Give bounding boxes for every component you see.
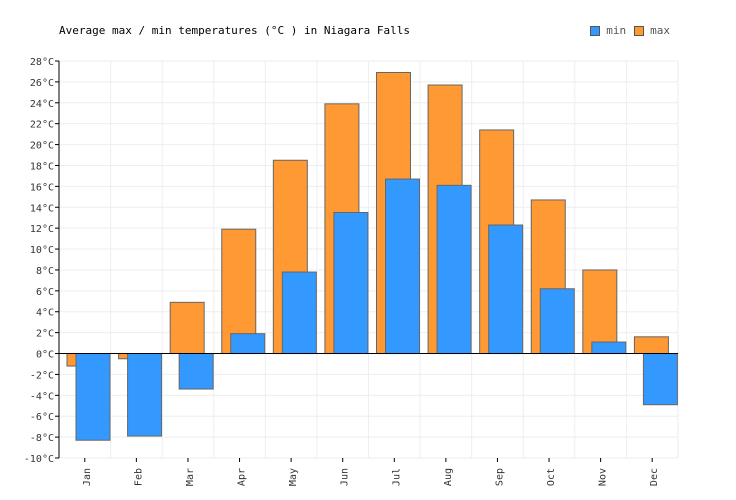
x-tick-label: Jun xyxy=(340,468,351,486)
bar-min-oct xyxy=(539,288,575,355)
y-tick-label: -8°C xyxy=(30,433,54,444)
x-tick-label: Apr xyxy=(237,468,248,486)
legend-label-min: min xyxy=(606,24,627,37)
x-tick-label: Feb xyxy=(133,468,144,486)
bar-min-may xyxy=(281,271,317,355)
bar-min-nov xyxy=(591,341,627,355)
y-tick-label: -2°C xyxy=(30,370,54,381)
y-tick-label: 10°C xyxy=(30,245,54,256)
bar-min-feb xyxy=(127,353,163,437)
bar-min-aug xyxy=(436,184,472,355)
bar-max-mar xyxy=(169,301,205,355)
y-tick-label: 6°C xyxy=(36,287,54,298)
y-tick-label: 20°C xyxy=(30,141,54,152)
legend-swatch-max xyxy=(634,25,645,36)
x-tick-label: May xyxy=(288,468,299,486)
bar-max-apr xyxy=(221,228,257,355)
x-tick-label: Sep xyxy=(494,468,505,486)
y-tick-label: 2°C xyxy=(36,329,54,340)
y-tick-label: 16°C xyxy=(30,182,54,193)
y-tick-label: 0°C xyxy=(36,350,54,361)
y-tick-label: -6°C xyxy=(30,412,54,423)
y-tick-label: 12°C xyxy=(30,224,54,235)
x-tick-label: Oct xyxy=(546,468,557,486)
x-tick-label: Aug xyxy=(443,468,454,486)
y-tick-label: 4°C xyxy=(36,308,54,319)
y-tick-label: 26°C xyxy=(30,78,54,89)
bar-max-nov xyxy=(582,269,618,355)
chart-title: Average max / min temperatures (°C ) in … xyxy=(59,24,410,37)
bar-min-mar xyxy=(178,353,214,390)
y-tick-label: 22°C xyxy=(30,120,54,131)
legend: min max xyxy=(590,24,670,37)
y-tick-label: 24°C xyxy=(30,99,54,110)
bar-min-jul xyxy=(385,178,420,355)
bar-min-sep xyxy=(488,224,524,355)
y-tick-label: 14°C xyxy=(30,203,54,214)
bar-min-dec xyxy=(642,353,678,406)
x-tick-label: Jan xyxy=(82,468,93,486)
bar-min-apr xyxy=(230,333,266,355)
x-tick-label: Jul xyxy=(391,468,402,486)
bar-max-dec xyxy=(633,336,669,355)
y-tick-label: 28°C xyxy=(30,57,54,68)
y-tick-label: -4°C xyxy=(30,391,54,402)
legend-swatch-min xyxy=(590,25,601,36)
x-tick-label: Nov xyxy=(598,468,609,486)
x-tick-label: Dec xyxy=(649,468,660,486)
bar-min-jan xyxy=(75,353,111,441)
legend-label-max: max xyxy=(650,24,670,37)
bar-min-jun xyxy=(333,211,369,355)
y-tick-label: -10°C xyxy=(24,454,54,465)
y-tick-label: 18°C xyxy=(30,161,54,172)
x-tick-label: Mar xyxy=(185,468,196,486)
y-tick-label: 8°C xyxy=(36,266,54,277)
